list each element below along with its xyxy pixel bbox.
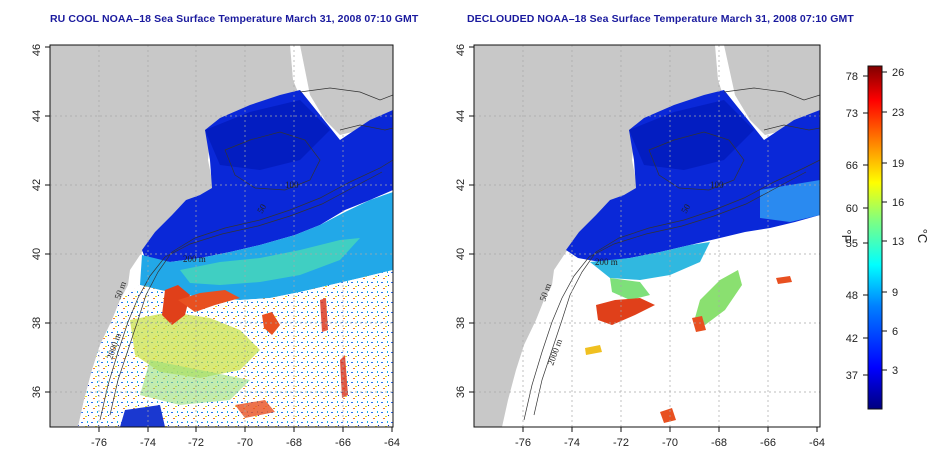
x-tick-label: -74 [564,437,580,449]
y-tick-label: 46 [455,44,467,56]
x-tick-label: -72 [613,437,629,449]
map-title-declouded: DECLOUDED NOAA–18 Sea Surface Temperatur… [467,13,854,25]
fahrenheit-tick-label: 66 [846,160,858,172]
y-tick-label: 40 [455,248,467,260]
x-tick-label: -66 [335,437,351,449]
sst-warm-eddy [162,285,190,325]
fahrenheit-tick-label: 37 [846,370,858,382]
map-frame [473,44,821,428]
contour-label-200m: 200 m [183,254,206,264]
y-tick-label: 40 [31,248,43,260]
x-tick-label: -70 [237,437,253,449]
y-tick-label: 36 [31,386,43,398]
x-tick-label: -68 [286,437,302,449]
x-tick-label: -64 [809,437,825,449]
map-frame [49,44,394,428]
y-tick-label: 36 [455,386,467,398]
sst-cold-water [566,90,820,262]
celsius-tick-label: 23 [892,107,904,119]
map-panel-raw: 50 m 2000 m 200 m 100 50 -76 -74 -72 -70… [31,44,400,449]
contour-label-100: 100 [285,180,299,190]
y-tick-label: 44 [31,110,43,122]
celsius-tick-label: 3 [892,365,898,377]
contour-label-100: 100 [710,180,724,190]
celsius-tick-label: 19 [892,158,904,170]
y-tick-label: 46 [31,44,43,56]
x-tick-label: -74 [140,437,156,449]
y-tick-label: 38 [31,317,43,329]
celsius-tick-label: 9 [892,287,898,299]
y-tick-label: 42 [31,179,43,191]
x-tick-label: -76 [515,437,531,449]
contour-label-200m: 200 m [595,257,618,267]
fahrenheit-tick-label: 78 [846,71,858,83]
fahrenheit-unit-label: °F [839,229,854,242]
temperature-colorbar: 78 73 66 60 55 48 42 37 26 23 19 16 13 9… [839,65,930,410]
fahrenheit-tick-label: 48 [846,290,858,302]
celsius-tick-label: 26 [892,67,904,79]
celsius-tick-label: 16 [892,197,904,209]
sst-warm-eddy [596,298,655,325]
x-tick-label: -64 [384,437,400,449]
sst-mid-water [590,242,710,280]
map-panel-declouded: 50 m 2000 m 200 m 100 50 -76 -74 -72 -70… [455,44,825,449]
land-nova-scotia [724,45,820,135]
fahrenheit-tick-label: 60 [846,203,858,215]
land-mass [50,45,298,427]
x-tick-label: -72 [188,437,204,449]
x-tick-label: -68 [711,437,727,449]
fahrenheit-tick-label: 42 [846,333,858,345]
celsius-tick-label: 13 [892,236,904,248]
land-mass [474,45,722,427]
y-tick-label: 42 [455,179,467,191]
celsius-tick-label: 6 [892,326,898,338]
celsius-unit-label: °C [915,229,930,244]
fahrenheit-tick-label: 55 [846,238,858,250]
map-title-raw: RU COOL NOAA–18 Sea Surface Temperature … [50,13,419,25]
x-tick-label: -70 [662,437,678,449]
y-tick-label: 38 [455,317,467,329]
y-tick-label: 44 [455,110,467,122]
x-tick-label: -76 [91,437,107,449]
sst-cold-water [142,90,393,262]
fahrenheit-tick-label: 73 [846,108,858,120]
x-tick-label: -66 [760,437,776,449]
colorbar-gradient [867,65,883,410]
